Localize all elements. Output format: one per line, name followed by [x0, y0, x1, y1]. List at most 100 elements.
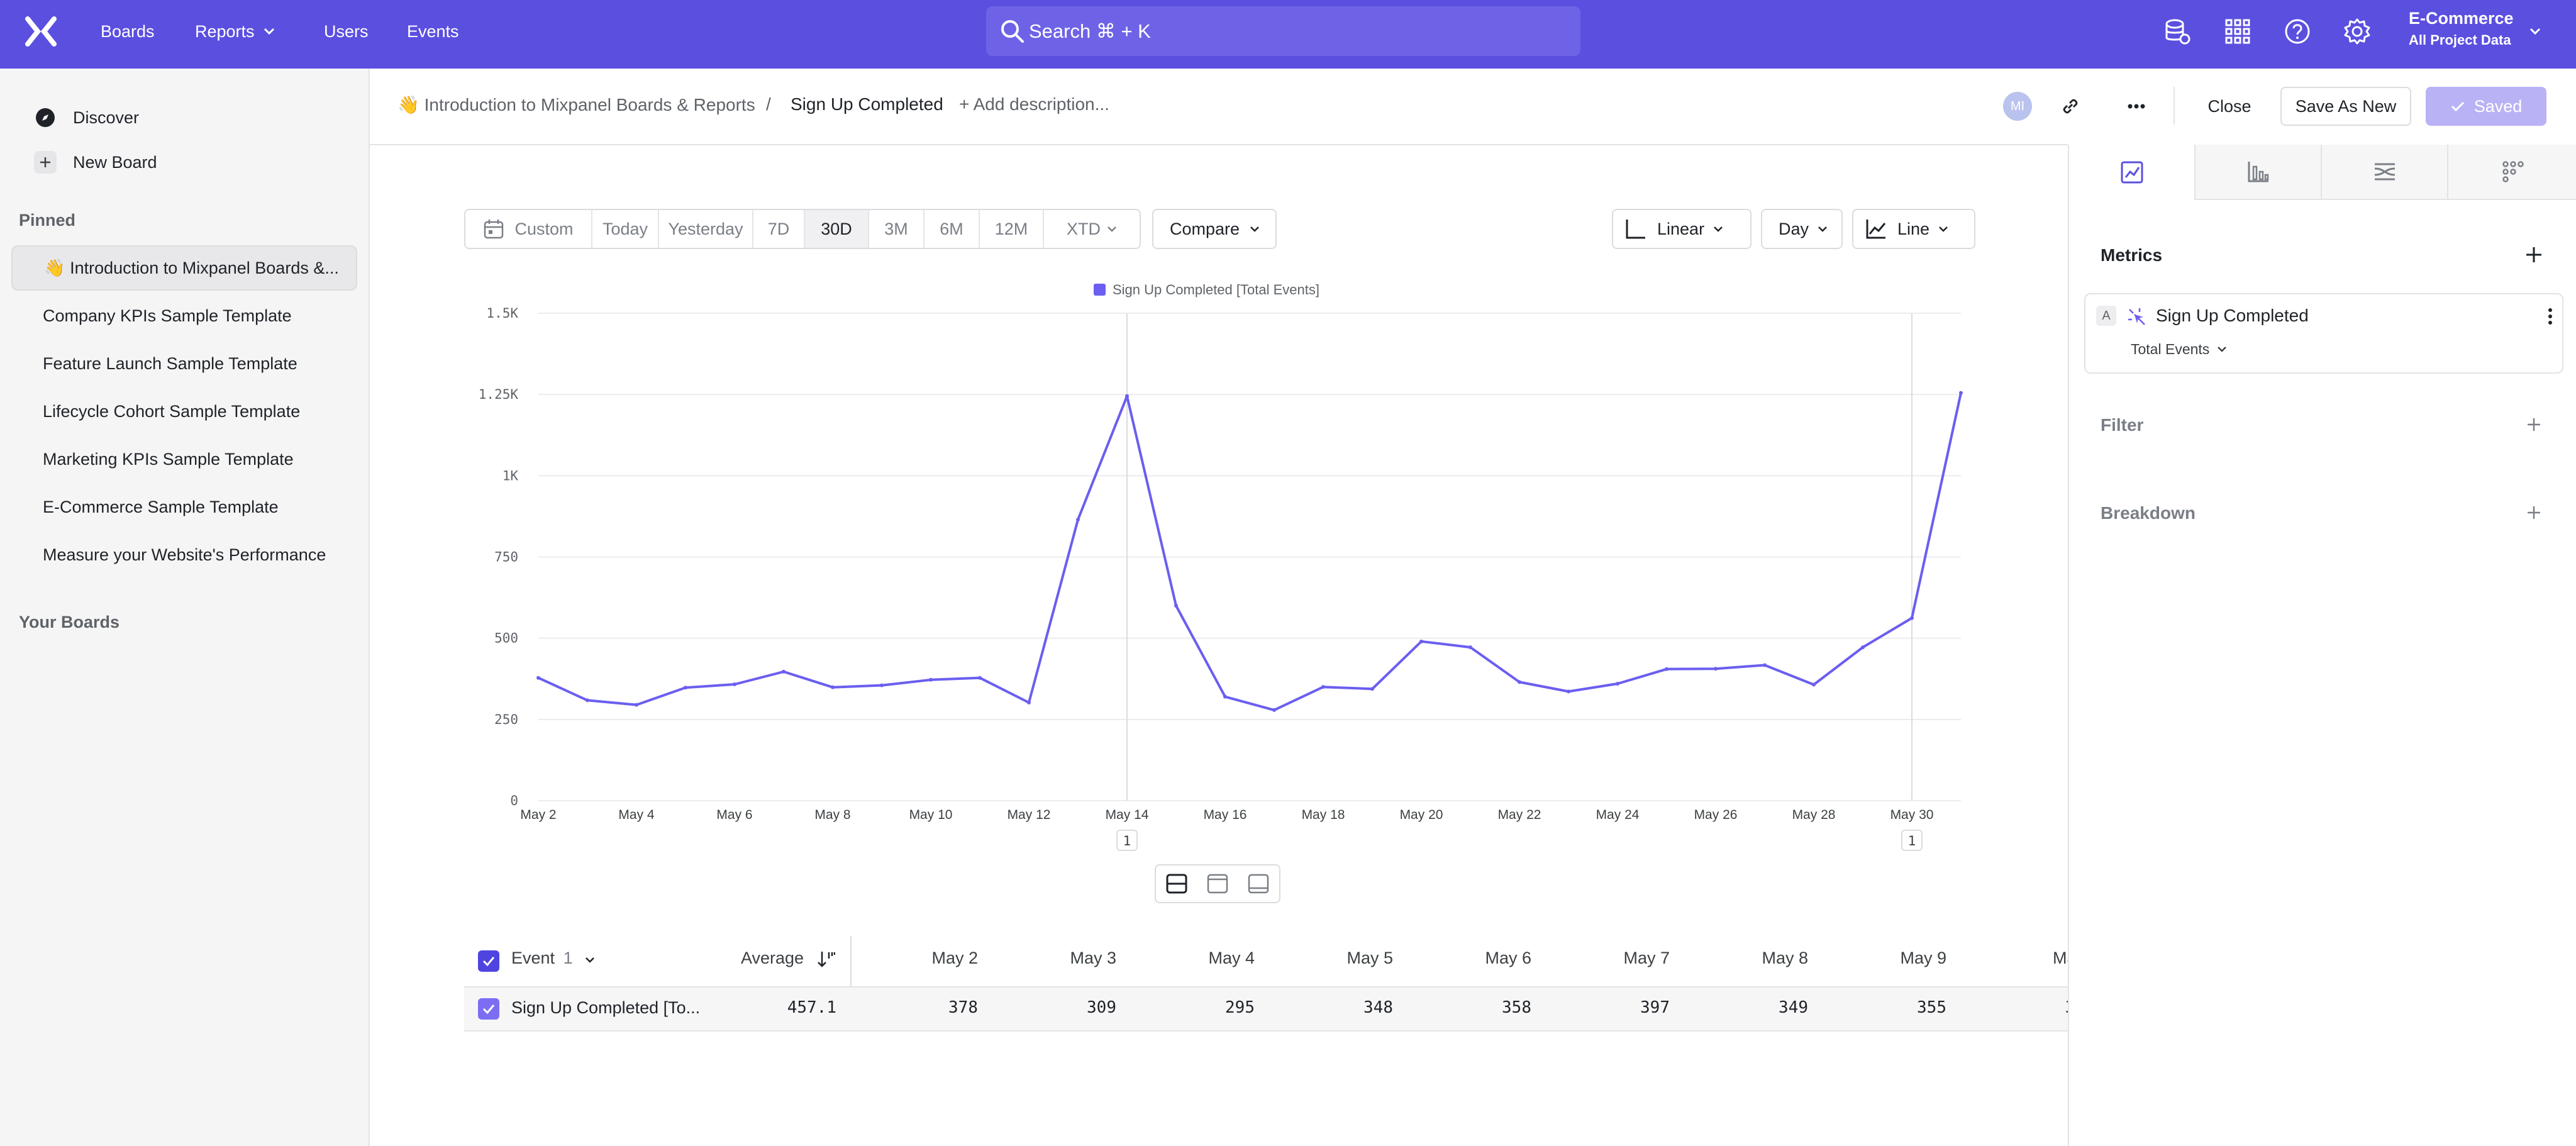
help-icon[interactable]: [2284, 18, 2311, 45]
data-management-icon[interactable]: [2163, 18, 2191, 45]
line-chart-icon: [2119, 160, 2145, 185]
nav-reports[interactable]: Reports: [195, 0, 275, 63]
nav-users[interactable]: Users: [324, 0, 369, 63]
x-tick-label: May 20: [1400, 808, 1443, 822]
x-tick-label: May 26: [1694, 808, 1738, 822]
chart-only-view-icon[interactable]: [1197, 865, 1238, 902]
table-row[interactable]: [464, 986, 2068, 1032]
data-point: [1518, 680, 1521, 684]
date-range-selector: Custom Today Yesterday 7D 30D 3M 6M 12M …: [464, 209, 1141, 249]
date-range-3m[interactable]: 3M: [869, 210, 924, 248]
metric-measure-dropdown[interactable]: Total Events: [2131, 341, 2227, 358]
more-options-icon[interactable]: [2127, 103, 2146, 109]
date-range-7d[interactable]: 7D: [753, 210, 805, 248]
chart-type-label: Line: [1897, 219, 1930, 238]
more-options-vertical-icon[interactable]: [2547, 307, 2553, 326]
chart-type-dropdown[interactable]: Line: [1852, 209, 1975, 249]
project-switcher[interactable]: E-Commerce All Project Data: [2409, 9, 2514, 48]
data-point: [733, 682, 736, 687]
metrics-heading: Metrics: [2101, 245, 2163, 265]
metric-card[interactable]: A Sign Up Completed Total Events: [2084, 293, 2563, 374]
series-line: [538, 392, 1962, 711]
add-breakdown-icon[interactable]: [2526, 504, 2542, 521]
annotation-label: 1: [1123, 833, 1131, 848]
row-event-name[interactable]: Sign Up Completed [To...: [511, 998, 701, 1017]
date-range-6m[interactable]: 6M: [924, 210, 980, 248]
axis-icon: [1624, 218, 1647, 240]
close-button[interactable]: Close: [2198, 87, 2261, 126]
metric-letter-badge: A: [2096, 306, 2116, 326]
pinned-board-item[interactable]: Feature Launch Sample Template: [11, 341, 357, 386]
date-column-header[interactable]: May 3: [1070, 949, 1116, 967]
tab-flows[interactable]: [2322, 145, 2448, 200]
average-column-header[interactable]: Average: [741, 949, 835, 969]
date-column-header[interactable]: May 6: [1485, 949, 1531, 967]
breadcrumb-parent[interactable]: 👋 Introduction to Mixpanel Boards & Repo…: [397, 95, 755, 114]
tab-retention[interactable]: [2448, 145, 2576, 200]
search-bar[interactable]: Search ⌘ + K: [986, 6, 1580, 56]
link-icon[interactable]: [2059, 95, 2082, 118]
date-range-today[interactable]: Today: [592, 210, 659, 248]
interval-dropdown[interactable]: Day: [1761, 209, 1843, 249]
add-filter-icon[interactable]: [2526, 416, 2542, 433]
sidebar-item-discover[interactable]: Discover: [11, 96, 357, 139]
x-tick-label: May 24: [1596, 808, 1640, 822]
chevron-down-icon[interactable]: [2529, 28, 2541, 35]
pinned-board-label: Marketing KPIs Sample Template: [43, 449, 294, 469]
chevron-down-icon: [1107, 226, 1117, 233]
date-range-custom-label: Custom: [514, 219, 574, 238]
apps-grid-icon[interactable]: [2224, 18, 2251, 45]
data-point: [782, 669, 786, 674]
select-all-checkbox[interactable]: [478, 950, 499, 972]
metric-name[interactable]: Sign Up Completed: [2156, 306, 2309, 325]
pinned-board-item[interactable]: E-Commerce Sample Template: [11, 484, 357, 530]
pinned-board-item[interactable]: Marketing KPIs Sample Template: [11, 437, 357, 482]
add-metric-icon[interactable]: [2524, 245, 2543, 264]
date-range-xtd[interactable]: XTD: [1044, 210, 1140, 248]
settings-gear-icon[interactable]: [2343, 18, 2371, 45]
date-column-header[interactable]: May 4: [1208, 949, 1255, 967]
pinned-board-item[interactable]: Company KPIs Sample Template: [11, 293, 357, 338]
date-column-header[interactable]: May 7: [1623, 949, 1670, 967]
nav-events[interactable]: Events: [407, 0, 459, 63]
avatar[interactable]: MI: [2003, 92, 2032, 121]
data-point: [880, 683, 884, 687]
pinned-board-item[interactable]: Lifecycle Cohort Sample Template: [11, 389, 357, 434]
pinned-board-label: E-Commerce Sample Template: [43, 497, 279, 516]
dots-grid-icon: [2501, 159, 2526, 184]
annotation-label: 1: [1908, 833, 1916, 848]
scale-dropdown[interactable]: Linear: [1612, 209, 1752, 249]
save-as-new-button[interactable]: Save As New: [2280, 87, 2411, 126]
table-only-view-icon[interactable]: [1238, 865, 1279, 902]
date-column-header[interactable]: May 5: [1346, 949, 1393, 967]
chart-legend[interactable]: Sign Up Completed [Total Events]: [1094, 282, 1319, 298]
report-title[interactable]: Sign Up Completed: [791, 94, 943, 114]
date-range-yesterday[interactable]: Yesterday: [659, 210, 753, 248]
pinned-board-item[interactable]: 👋 Introduction to Mixpanel Boards &...: [11, 245, 357, 291]
date-range-30d[interactable]: 30D: [805, 210, 869, 248]
event-column-header[interactable]: Event 1: [511, 949, 595, 968]
date-range-custom[interactable]: Custom: [465, 210, 592, 248]
y-tick-label: 750: [494, 550, 518, 565]
row-checkbox[interactable]: [478, 998, 499, 1020]
tab-funnels[interactable]: [2196, 145, 2322, 200]
tab-insights[interactable]: [2069, 145, 2196, 200]
compare-dropdown[interactable]: Compare: [1152, 209, 1277, 249]
x-tick-label: May 18: [1302, 808, 1345, 822]
nav-boards[interactable]: Boards: [101, 0, 155, 63]
pinned-board-item[interactable]: Measure your Website's Performance: [11, 532, 357, 577]
y-tick-label: 1.25K: [479, 387, 519, 402]
date-column-header[interactable]: May 2: [931, 949, 978, 967]
split-view-icon[interactable]: [1156, 865, 1197, 902]
mixpanel-logo[interactable]: [25, 16, 57, 47]
compass-icon: [34, 106, 57, 129]
pinned-board-label: 👋 Introduction to Mixpanel Boards &...: [44, 259, 339, 277]
date-range-12m[interactable]: 12M: [980, 210, 1044, 248]
sidebar-item-new-board[interactable]: New Board: [11, 141, 357, 184]
chevron-down-icon: [2217, 346, 2227, 353]
saved-button[interactable]: Saved: [2426, 87, 2546, 126]
date-column-header[interactable]: May 9: [1900, 949, 1946, 967]
add-description-link[interactable]: + Add description...: [959, 94, 1109, 114]
your-boards-heading[interactable]: Your Boards: [19, 613, 120, 631]
date-column-header[interactable]: May 8: [1762, 949, 1808, 967]
